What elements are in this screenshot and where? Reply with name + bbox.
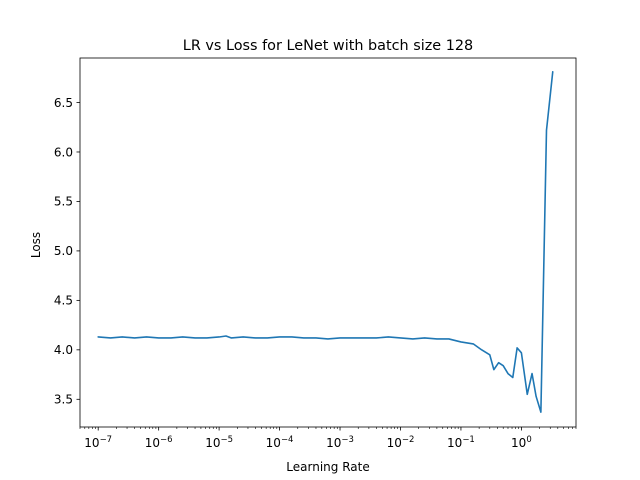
x-tick-label: 10−6 xyxy=(145,435,173,450)
y-tick-label: 6.5 xyxy=(54,96,73,110)
chart-title: LR vs Loss for LeNet with batch size 128 xyxy=(183,38,473,54)
x-tick-label: 100 xyxy=(511,435,532,450)
y-tick-label: 6.0 xyxy=(54,145,73,159)
y-axis-ticks: 3.5 4.0 4.5 5.0 5.5 6.0 6.5 xyxy=(54,96,80,407)
x-axis-label: Learning Rate xyxy=(286,460,369,474)
y-tick-label: 4.0 xyxy=(54,343,73,357)
x-axis-ticks: 10−7 10−6 10−5 10−4 10−3 10−2 10−1 100 xyxy=(84,427,532,450)
y-axis-label: Loss xyxy=(29,232,43,258)
loss-series-line xyxy=(97,71,554,413)
y-tick-label: 5.0 xyxy=(54,244,73,258)
x-tick-label: 10−7 xyxy=(84,435,112,450)
x-tick-label: 10−4 xyxy=(266,435,294,450)
x-tick-label: 10−1 xyxy=(447,435,475,450)
axes-frame xyxy=(79,57,577,428)
x-tick-label: 10−2 xyxy=(387,435,415,450)
y-tick-label: 4.5 xyxy=(54,294,73,308)
y-tick-label: 5.5 xyxy=(54,195,73,209)
y-tick-label: 3.5 xyxy=(54,393,73,407)
plot-area xyxy=(97,71,554,413)
x-tick-label: 10−3 xyxy=(326,435,354,450)
x-tick-label: 10−5 xyxy=(205,435,233,450)
